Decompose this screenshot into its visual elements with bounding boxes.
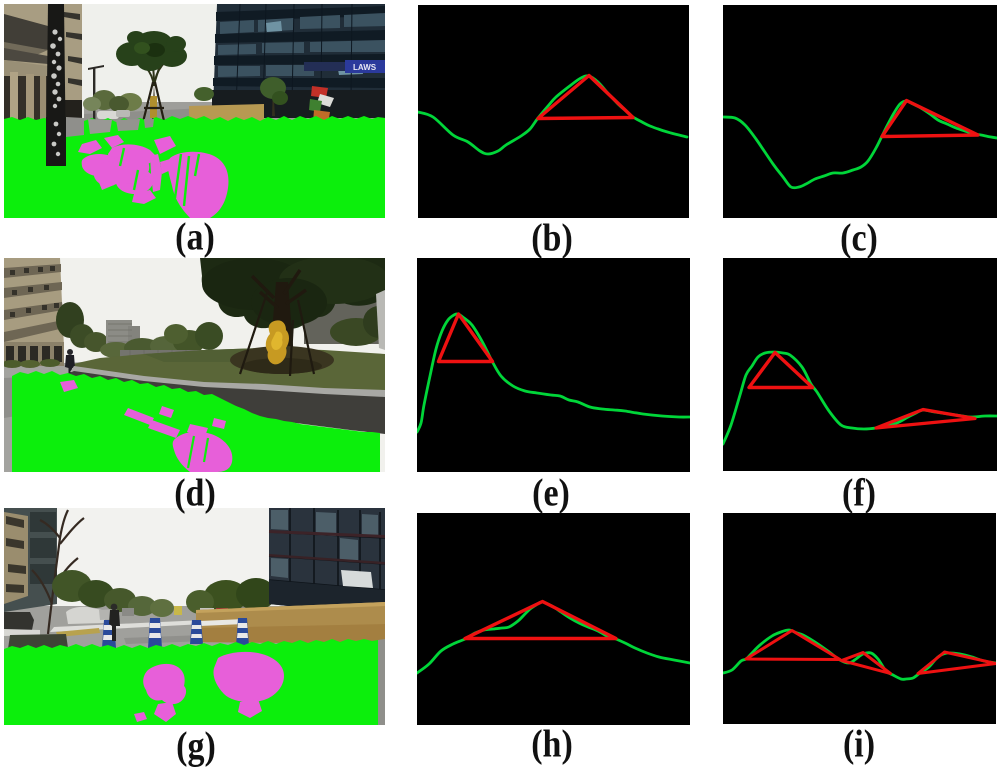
svg-text:LAWS: LAWS	[353, 63, 377, 72]
